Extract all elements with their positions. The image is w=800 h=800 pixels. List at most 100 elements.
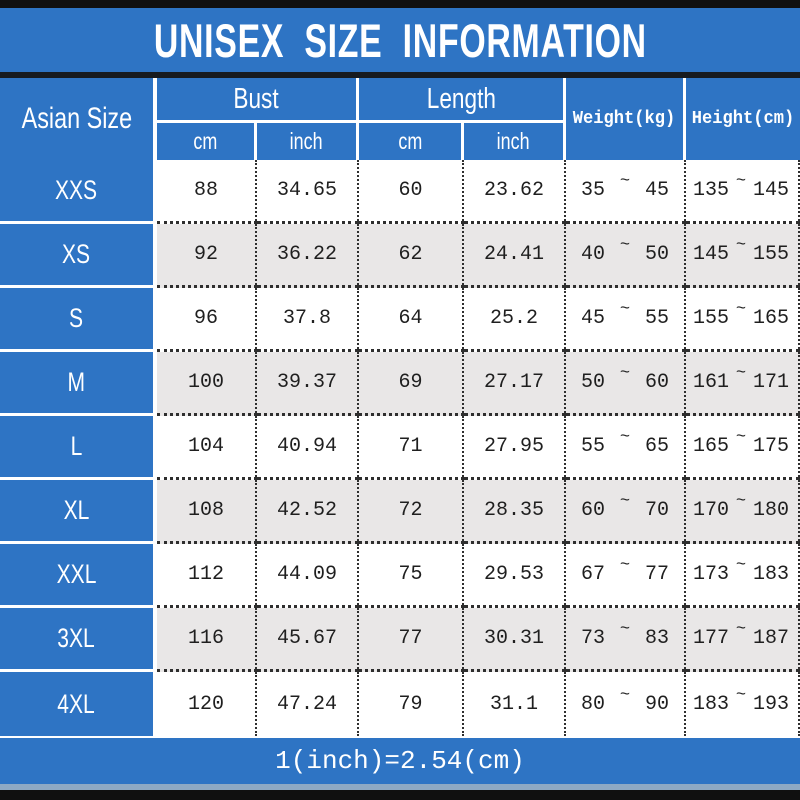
length-inch-cell: 31.1 — [464, 672, 566, 736]
weight-min: 35 — [581, 179, 606, 202]
table-row-xl: XL 108 42.52 72 28.35 60 ~70 170 ~180 — [0, 480, 800, 544]
range-tilde: ~ — [735, 172, 747, 191]
size-cell: L — [0, 416, 157, 480]
range-tilde: ~ — [735, 428, 747, 447]
length-inch-cell-value: 30.31 — [483, 627, 544, 650]
range-tilde: ~ — [735, 236, 747, 255]
bust-cm-cell-value: 108 — [187, 499, 224, 522]
bust-inch-cell: 34.65 — [257, 160, 359, 224]
length-cm-cell: 71 — [359, 416, 464, 480]
size-cell: XXS — [0, 160, 157, 224]
column-group-bust: Bust — [157, 78, 359, 123]
weight-range-cell: 45 ~55 — [566, 288, 686, 352]
length-cm-cell: 77 — [359, 608, 464, 672]
table-row-xxs: XXS 88 34.65 60 23.62 35 ~45 135 ~145 — [0, 160, 800, 224]
height-range-cell: 135 ~145 — [686, 160, 800, 224]
bust-inch-cell: 42.52 — [257, 480, 359, 544]
height-range-cell: 155 ~165 — [686, 288, 800, 352]
weight-range-cell: 67 ~77 — [566, 544, 686, 608]
range-tilde: ~ — [735, 620, 747, 639]
length-cm-cell-value: 64 — [398, 307, 423, 330]
bust-inch-cell: 40.94 — [257, 416, 359, 480]
weight-max: 90 — [644, 692, 669, 716]
range-tilde: ~ — [619, 620, 631, 639]
bust-inch-cell-value: 36.22 — [276, 243, 337, 266]
height-max: 187 — [752, 627, 789, 650]
weight-min: 67 — [581, 563, 606, 586]
column-header-height-label: Height(cm) — [691, 109, 795, 129]
top-black-bar — [0, 0, 800, 8]
weight-range-cell: 60 ~70 — [566, 480, 686, 544]
weight-min: 55 — [581, 435, 606, 458]
bust-cm-cell: 100 — [157, 352, 257, 416]
size-table-body: XXS 88 34.65 60 23.62 35 ~45 135 ~145 XS 92 36.22 62… — [0, 160, 800, 736]
length-inch-cell: 29.53 — [464, 544, 566, 608]
footer-edge-strip — [0, 784, 800, 790]
length-inch-cell-value: 23.62 — [483, 179, 544, 202]
height-max: 145 — [752, 179, 789, 202]
length-cm-cell-value: 79 — [398, 692, 423, 716]
subcolumn-length-inch: inch — [464, 123, 566, 160]
range-tilde: ~ — [619, 685, 631, 705]
length-inch-cell-value: 25.2 — [489, 307, 538, 330]
table-row-xxl: XXL 112 44.09 75 29.53 67 ~77 173 ~183 — [0, 544, 800, 608]
size-cell: 3XL — [0, 608, 157, 672]
length-inch-cell-value: 31.1 — [489, 692, 538, 716]
range-tilde: ~ — [619, 428, 631, 447]
bust-cm-cell: 120 — [157, 672, 257, 736]
weight-range-cell: 55 ~65 — [566, 416, 686, 480]
height-range-cell: 145 ~155 — [686, 224, 800, 288]
column-header-weight: Weight(kg) — [566, 78, 686, 160]
weight-min: 45 — [581, 307, 606, 330]
range-tilde: ~ — [735, 300, 747, 319]
weight-max: 65 — [644, 435, 669, 458]
bust-inch-cell: 47.24 — [257, 672, 359, 736]
range-tilde: ~ — [735, 685, 747, 705]
size-label: 4XL — [57, 688, 96, 719]
length-cm-cell-value: 62 — [398, 243, 423, 266]
height-range-cell: 161 ~171 — [686, 352, 800, 416]
bust-cm-cell-value: 116 — [187, 627, 224, 650]
length-inch-cell: 24.41 — [464, 224, 566, 288]
weight-min: 50 — [581, 371, 606, 394]
weight-range-cell: 50 ~60 — [566, 352, 686, 416]
bust-inch-cell: 36.22 — [257, 224, 359, 288]
size-cell: S — [0, 288, 157, 352]
length-inch-cell-value: 28.35 — [483, 499, 544, 522]
bust-cm-cell: 92 — [157, 224, 257, 288]
table-row-3xl: 3XL 116 45.67 77 30.31 73 ~83 177 ~187 — [0, 608, 800, 672]
column-group-bust-label: Bust — [233, 82, 280, 115]
table-header: Asian Size Bust Length Weight(kg) Height… — [0, 78, 800, 160]
height-max: 183 — [752, 563, 789, 586]
weight-min: 60 — [581, 499, 606, 522]
range-tilde: ~ — [735, 364, 747, 383]
bust-inch-cell: 39.37 — [257, 352, 359, 416]
height-min: 165 — [693, 435, 730, 458]
corner-header-asian-size: Asian Size — [0, 78, 157, 160]
weight-range-cell: 73 ~83 — [566, 608, 686, 672]
height-min: 145 — [693, 243, 730, 266]
bottom-black-bar — [0, 790, 800, 800]
bust-cm-cell-value: 112 — [187, 563, 224, 586]
bust-inch-cell: 44.09 — [257, 544, 359, 608]
height-range-cell: 177 ~187 — [686, 608, 800, 672]
range-tilde: ~ — [619, 364, 631, 383]
weight-range-cell: 40 ~50 — [566, 224, 686, 288]
range-tilde: ~ — [619, 172, 631, 191]
footer-gap — [0, 736, 800, 738]
table-row-s: S 96 37.8 64 25.2 45 ~55 155 ~165 — [0, 288, 800, 352]
bust-inch-cell-value: 40.94 — [276, 435, 337, 458]
length-cm-cell: 62 — [359, 224, 464, 288]
length-inch-cell-value: 24.41 — [483, 243, 544, 266]
height-min: 170 — [693, 499, 730, 522]
page-title: UNISEX SIZE INFORMATION — [153, 13, 647, 67]
column-group-length: Length — [359, 78, 566, 123]
length-inch-cell: 28.35 — [464, 480, 566, 544]
bust-cm-cell: 116 — [157, 608, 257, 672]
weight-range-cell: 80 ~90 — [566, 672, 686, 736]
length-cm-cell: 72 — [359, 480, 464, 544]
range-tilde: ~ — [619, 556, 631, 575]
length-inch-cell: 23.62 — [464, 160, 566, 224]
subcolumn-length-cm: cm — [359, 123, 464, 160]
weight-min: 73 — [581, 627, 606, 650]
